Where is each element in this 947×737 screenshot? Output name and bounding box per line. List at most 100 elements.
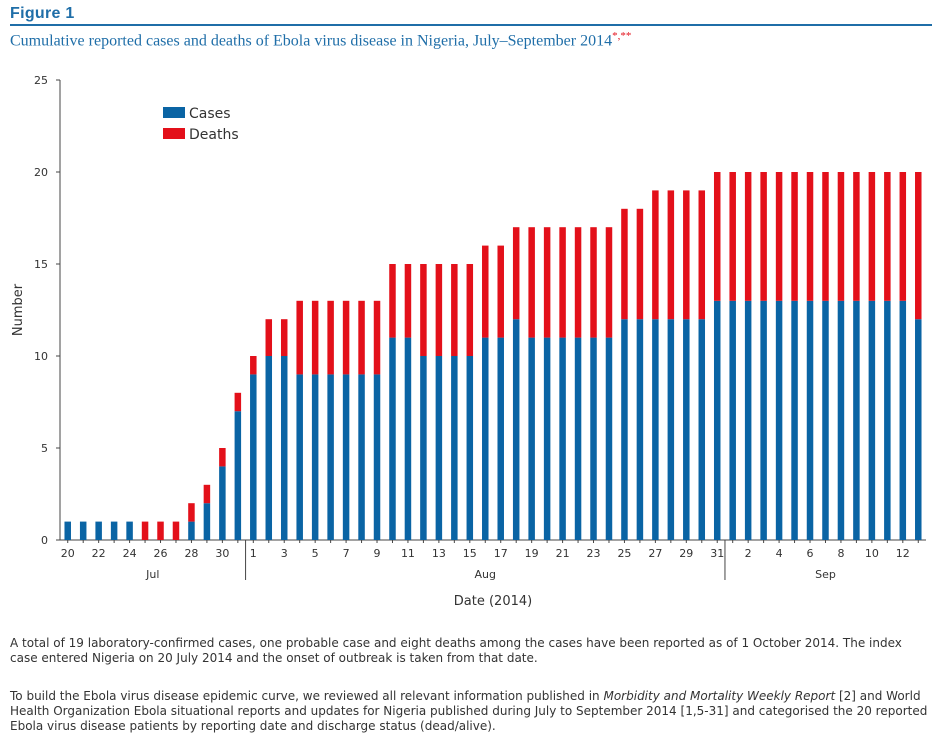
bar-deaths xyxy=(806,172,814,301)
bar-cases xyxy=(79,521,87,540)
bar-deaths xyxy=(590,227,597,338)
bar-deaths xyxy=(172,521,180,540)
bar-cases xyxy=(822,300,829,540)
x-tick-label: 5 xyxy=(312,547,319,560)
bar-deaths xyxy=(744,172,752,301)
x-tick-label: 4 xyxy=(776,547,783,560)
x-tick-label: 22 xyxy=(92,547,106,560)
bar-deaths xyxy=(435,264,443,356)
bar-cases xyxy=(574,337,582,540)
bar-deaths xyxy=(868,172,876,301)
bar-deaths xyxy=(621,208,628,320)
bar-deaths xyxy=(342,300,350,375)
bar-deaths xyxy=(837,172,845,301)
bar-deaths xyxy=(652,190,659,320)
bar-cases xyxy=(265,356,273,540)
legend-label-cases: Cases xyxy=(189,106,231,122)
bar-cases xyxy=(250,374,257,540)
bar-cases xyxy=(528,337,535,540)
bar-cases xyxy=(775,300,783,540)
bar-deaths xyxy=(389,264,396,338)
x-tick-label: 17 xyxy=(494,547,508,560)
bar-cases xyxy=(497,337,504,540)
x-tick-label: 24 xyxy=(123,547,137,560)
figure-title-footnote-marks: *,** xyxy=(612,30,632,42)
bar-deaths xyxy=(574,227,582,338)
bar-deaths xyxy=(404,264,412,338)
caption-2-text: To build the Ebola virus disease epidemi… xyxy=(10,689,604,703)
x-tick-label: 11 xyxy=(401,547,415,560)
bar-cases xyxy=(420,356,427,540)
bar-cases xyxy=(126,521,133,540)
bar-deaths xyxy=(853,172,860,301)
y-tick-label: 5 xyxy=(41,442,48,455)
x-tick-label: 9 xyxy=(374,547,381,560)
bar-deaths xyxy=(667,190,675,320)
bar-deaths xyxy=(915,172,922,320)
month-label: Jul xyxy=(145,568,159,581)
bar-deaths xyxy=(373,300,381,375)
bar-deaths xyxy=(698,190,706,320)
bar-deaths xyxy=(760,172,767,301)
x-tick-label: 13 xyxy=(432,547,446,560)
bar-cases xyxy=(791,300,798,540)
bar-cases xyxy=(327,374,334,540)
bar-deaths xyxy=(358,300,365,375)
bar-cases xyxy=(482,337,489,540)
bar-cases xyxy=(559,337,566,540)
bar-cases xyxy=(605,337,613,540)
bar-cases xyxy=(404,337,412,540)
bar-cases xyxy=(621,319,628,540)
bar-deaths xyxy=(729,172,736,301)
bar-deaths xyxy=(203,484,211,504)
x-tick-label: 15 xyxy=(463,547,477,560)
bar-deaths xyxy=(559,227,566,338)
bar-deaths xyxy=(451,264,458,356)
bar-cases xyxy=(683,319,690,540)
bar-cases xyxy=(713,300,721,540)
bar-cases xyxy=(667,319,675,540)
x-tick-label: 25 xyxy=(617,547,631,560)
y-axis-title: Number xyxy=(11,283,26,336)
bar-cases xyxy=(868,300,876,540)
bar-deaths xyxy=(683,190,690,320)
legend-label-deaths: Deaths xyxy=(189,127,239,143)
bar-deaths xyxy=(713,172,721,301)
y-tick-label: 15 xyxy=(34,258,48,271)
bar-cases xyxy=(636,319,644,540)
bar-deaths xyxy=(327,300,334,375)
x-tick-label: 27 xyxy=(648,547,662,560)
bar-deaths xyxy=(296,300,303,375)
bar-cases xyxy=(280,356,288,540)
bar-cases xyxy=(188,521,195,540)
bar-cases xyxy=(234,411,242,540)
x-tick-label: 12 xyxy=(896,547,910,560)
x-tick-label: 19 xyxy=(525,547,539,560)
bar-deaths xyxy=(219,448,226,467)
caption-2-text-continued: [2] and World Health Organization Ebola … xyxy=(10,689,928,733)
bar-cases xyxy=(435,356,443,540)
bar-deaths xyxy=(636,208,644,320)
bar-cases xyxy=(590,337,597,540)
bar-deaths xyxy=(543,227,551,338)
x-tick-label: 3 xyxy=(281,547,288,560)
bar-cases xyxy=(915,319,922,540)
bar-cases xyxy=(373,374,381,540)
bar-deaths xyxy=(265,319,273,356)
bar-deaths xyxy=(466,264,474,356)
bar-cases xyxy=(358,374,365,540)
x-tick-label: 30 xyxy=(215,547,229,560)
bar-deaths xyxy=(250,356,257,375)
bar-cases xyxy=(296,374,303,540)
month-label: Aug xyxy=(475,568,496,581)
bar-deaths xyxy=(512,227,520,320)
y-tick-label: 10 xyxy=(34,350,48,363)
legend-swatch-cases xyxy=(163,107,185,118)
bar-cases xyxy=(652,319,659,540)
x-tick-label: 23 xyxy=(587,547,601,560)
x-tick-label: 8 xyxy=(837,547,844,560)
y-tick-label: 25 xyxy=(34,74,48,87)
figure-title: Cumulative reported cases and deaths of … xyxy=(10,30,631,50)
x-tick-label: 6 xyxy=(807,547,814,560)
